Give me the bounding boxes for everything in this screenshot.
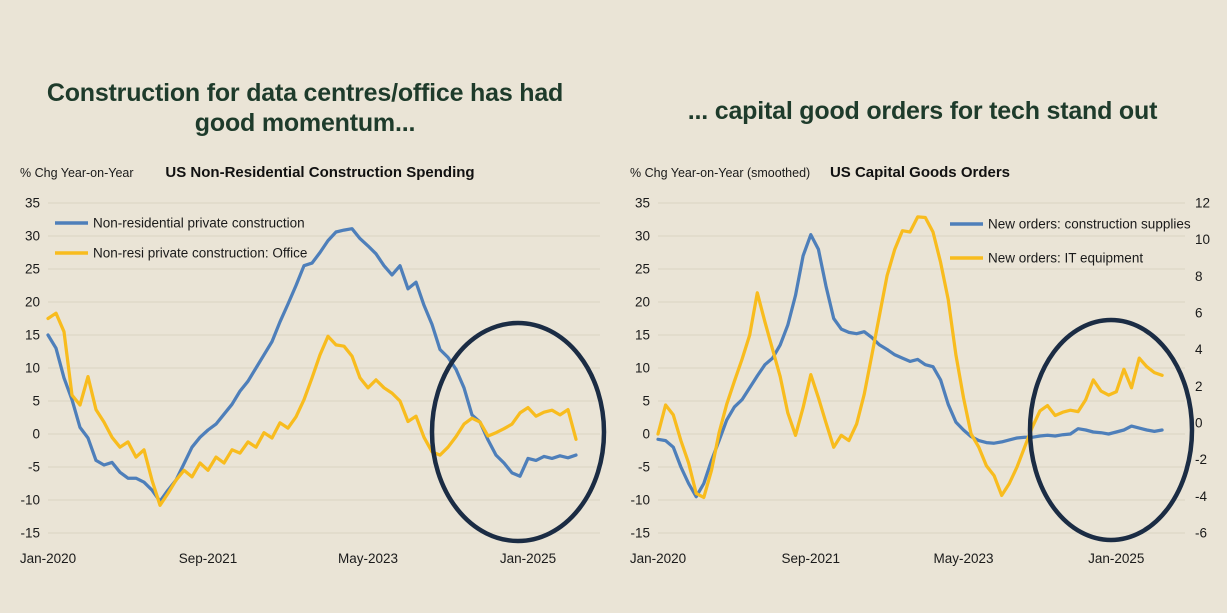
- x-axis-tick-label: Sep-2021: [781, 551, 840, 566]
- x-axis-tick-label: Sep-2021: [179, 551, 238, 566]
- y-axis-tick-label: -5: [638, 460, 650, 475]
- y-axis-tick-label: 20: [635, 295, 650, 310]
- y2-axis-tick-label: -4: [1195, 489, 1207, 504]
- y-axis-tick-label: 10: [635, 361, 650, 376]
- left-headline: Construction for data centres/office has…: [46, 79, 564, 137]
- y-axis-tick-label: 0: [642, 427, 650, 442]
- x-axis-tick-label: May-2023: [933, 551, 993, 566]
- annotation-ellipse: [1027, 317, 1195, 543]
- y2-axis-tick-label: -2: [1195, 452, 1207, 467]
- legend-item-label: New orders: construction supplies: [988, 217, 1191, 232]
- y2-axis-tick-label: 12: [1195, 196, 1210, 211]
- y-axis-tick-label: 30: [25, 229, 40, 244]
- y2-axis-tick-label: 8: [1195, 269, 1203, 284]
- y-axis-tick-label: 5: [642, 394, 650, 409]
- x-axis-tick-label: Jan-2025: [500, 551, 556, 566]
- series-line-0: [46, 227, 578, 503]
- series-line-1: [46, 311, 578, 507]
- y-axis-tick-label: 35: [25, 196, 40, 211]
- series-line-0: [656, 233, 1164, 499]
- right-chart-title: US Capital Goods Orders: [829, 164, 1011, 181]
- series-line-1: [656, 215, 1164, 500]
- y-axis-tick-label: 25: [25, 262, 40, 277]
- left-chart-title: US Non-Residential Construction Spending: [165, 164, 475, 181]
- y-axis-tick-label: 20: [25, 295, 40, 310]
- y2-axis-tick-label: 10: [1195, 232, 1210, 247]
- annotation-ellipse: [429, 320, 607, 544]
- x-axis-tick-label: Jan-2020: [630, 551, 686, 566]
- x-axis-tick-label: Jan-2025: [1088, 551, 1144, 566]
- y-axis-tick-label: 35: [635, 196, 650, 211]
- legend-item-label: Non-residential private construction: [93, 216, 305, 231]
- left-chart: 35 30 25 20 15 10 5 0 -5 -10 -15 Jan-2020 Sep-2021 Ma…: [20, 196, 607, 566]
- y2-axis-tick-label: 2: [1195, 379, 1203, 394]
- y-axis-tick-label: -15: [630, 526, 650, 541]
- y-axis-tick-label: -5: [28, 460, 40, 475]
- y-axis-tick-label: -15: [20, 526, 40, 541]
- y-axis-tick-label: -10: [630, 493, 650, 508]
- y-axis-tick-label: 15: [635, 328, 650, 343]
- left-y-axis-unit-label: % Chg Year-on-Year: [20, 166, 134, 180]
- y-axis-tick-label: 30: [635, 229, 650, 244]
- x-axis-tick-label: May-2023: [338, 551, 398, 566]
- y-axis-tick-label: 5: [32, 394, 40, 409]
- right-y-axis-unit-label: % Chg Year-on-Year (smoothed): [630, 166, 811, 180]
- right-chart: 35302520151050-5-10-15121086420-2-4-6Jan…: [630, 196, 1210, 567]
- y2-axis-tick-label: 4: [1195, 342, 1203, 357]
- y-axis-tick-label: -10: [20, 493, 40, 508]
- legend-item-label: Non-resi private construction: Office: [93, 246, 307, 261]
- y-axis-tick-label: 15: [25, 328, 40, 343]
- right-headline: ... capital good orders for tech stand o…: [687, 97, 1158, 125]
- y2-axis-tick-label: 0: [1195, 416, 1203, 431]
- legend-item-label: New orders: IT equipment: [988, 251, 1143, 266]
- y-axis-tick-label: 0: [32, 427, 40, 442]
- x-axis-tick-label: Jan-2020: [20, 551, 76, 566]
- y2-axis-tick-label: 6: [1195, 306, 1203, 321]
- y-axis-tick-label: 10: [25, 361, 40, 376]
- y-axis-tick-label: 25: [635, 262, 650, 277]
- y2-axis-tick-label: -6: [1195, 526, 1207, 541]
